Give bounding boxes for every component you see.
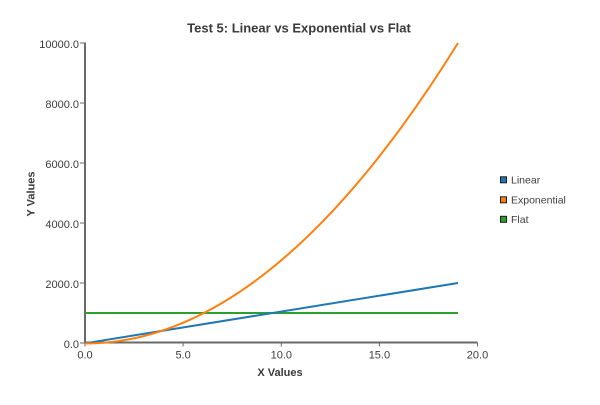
svg-text:2000.0: 2000.0: [45, 279, 79, 291]
svg-text:8000.0: 8000.0: [45, 99, 79, 111]
svg-text:Exponential: Exponential: [511, 195, 566, 207]
svg-text:15.0: 15.0: [369, 350, 390, 362]
svg-text:6000.0: 6000.0: [45, 159, 79, 171]
svg-text:Y Values: Y Values: [26, 171, 38, 216]
svg-text:Test 5: Linear vs Exponential: Test 5: Linear vs Exponential vs Flat: [187, 21, 411, 36]
svg-text:5.0: 5.0: [175, 350, 190, 362]
svg-text:20.0: 20.0: [467, 350, 488, 362]
svg-text:4000.0: 4000.0: [45, 219, 79, 231]
svg-text:Flat: Flat: [511, 214, 529, 226]
svg-text:10.0: 10.0: [271, 350, 292, 362]
svg-text:0.0: 0.0: [77, 350, 92, 362]
svg-text:Linear: Linear: [511, 175, 541, 187]
svg-text:10000.0: 10000.0: [39, 39, 79, 51]
svg-text:0.0: 0.0: [64, 339, 79, 351]
svg-text:X Values: X Values: [257, 367, 302, 379]
